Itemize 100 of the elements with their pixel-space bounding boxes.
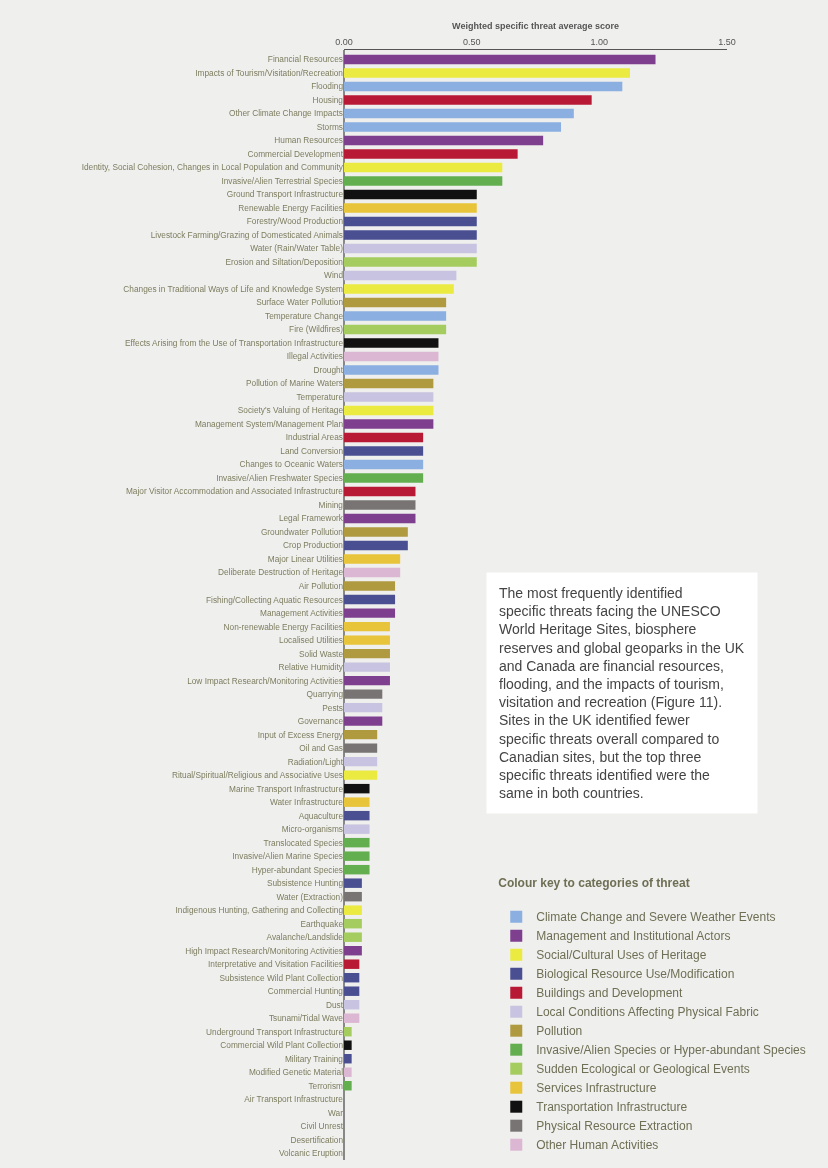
y-tick-label: Commercial Hunting: [267, 986, 344, 997]
y-tick-label: Erosion and Siltation/Deposition: [225, 256, 344, 267]
x-tick-label: 0.50: [462, 37, 481, 48]
y-tick-label: Land Conversion: [280, 445, 344, 456]
y-tick-label: Invasive/Alien Freshwater Species: [216, 472, 343, 483]
y-tick-label: Civil Unrest: [300, 1121, 344, 1132]
bar: [344, 932, 362, 942]
bar: [344, 203, 477, 213]
y-tick-label: Indigenous Hunting, Gathering and Collecting: [175, 905, 344, 916]
bar: [344, 257, 477, 267]
bar: [344, 95, 592, 105]
x-axis-title: Weighted specific threat average score: [452, 20, 619, 31]
y-tick-label: Temperature: [296, 391, 344, 402]
bar: [344, 878, 362, 888]
legend-label: Buildings and Development: [536, 986, 684, 1001]
y-tick-label: Management Activities: [259, 608, 343, 619]
y-tick-label: Water (Extraction): [276, 891, 344, 902]
bar: [344, 540, 408, 551]
y-tick-label: Water Infrastructure: [269, 797, 344, 808]
bar: [344, 716, 383, 726]
y-tick-label: Forestry/Wood Production: [246, 216, 344, 227]
y-tick-label: Avalanche/Landslide: [266, 932, 344, 943]
y-tick-label: High Impact Research/Monitoring Activities: [185, 945, 343, 956]
bar: [344, 432, 424, 443]
bar: [344, 378, 434, 389]
bar: [344, 810, 370, 821]
bar: [344, 959, 360, 969]
bar: [344, 824, 370, 834]
legend-label: Climate Change and Severe Weather Events: [536, 910, 776, 925]
bar: [344, 648, 390, 659]
y-tick-label: Quarrying: [306, 689, 344, 700]
bar: [344, 392, 434, 402]
bar: [344, 324, 447, 335]
bar: [344, 338, 439, 348]
y-tick-label: Society's Valuing of Heritage: [237, 405, 344, 416]
y-tick-label: Input of Excess Energy: [257, 729, 344, 740]
bar: [344, 243, 477, 254]
bar: [344, 621, 390, 632]
bar: [344, 945, 362, 956]
y-tick-label: Translocated Species: [263, 837, 343, 848]
bar: [344, 68, 630, 78]
y-tick-label: Groundwater Pollution: [260, 526, 344, 537]
bar: [344, 149, 518, 159]
bar: [344, 405, 434, 416]
y-tick-label: Flooding: [311, 81, 344, 92]
y-tick-label: Air Transport Infrastructure: [244, 1094, 344, 1105]
y-tick-label: Mining: [318, 499, 344, 510]
y-tick-label: Interpretative and Visitation Facilities: [208, 959, 343, 970]
x-tick-label: 1.00: [590, 37, 609, 48]
y-tick-label: Pollution of Marine Waters: [246, 378, 343, 389]
bar: [344, 770, 378, 780]
y-tick-label: Hyper-abundant Species: [251, 864, 343, 875]
bar: [344, 54, 656, 65]
y-tick-label: Pests: [322, 702, 343, 713]
y-tick-label: Renewable Energy Facilities: [238, 202, 343, 213]
y-tick-label: Deliberate Destruction of Heritage: [218, 567, 344, 578]
legend-label: Pollution: [536, 1024, 583, 1039]
y-tick-label: Temperature Change: [265, 310, 344, 321]
y-tick-label: Localised Utilities: [278, 635, 343, 646]
bar: [344, 851, 370, 861]
bar: [344, 567, 401, 578]
bar: [344, 635, 390, 645]
y-tick-label: Air Pollution: [298, 581, 344, 591]
y-tick-label: Terrorism: [308, 1080, 344, 1091]
bar: [344, 554, 401, 564]
bar: [344, 986, 360, 996]
y-tick-label: Relative Humidity: [278, 662, 344, 673]
y-tick-label: Subsistence Hunting: [266, 878, 344, 889]
x-tick-label: 0.00: [335, 37, 353, 48]
y-tick-label: Impacts of Tourism/Visitation/Recreation: [195, 67, 344, 78]
bar: [344, 446, 424, 456]
bar: [344, 662, 390, 672]
y-tick-label: Financial Resources: [267, 54, 343, 65]
bar: [344, 513, 416, 524]
bar: [344, 122, 562, 132]
y-tick-label: War: [328, 1107, 344, 1118]
bar: [344, 486, 416, 497]
bar: [344, 216, 477, 227]
y-tick-label: Other Climate Change Impacts: [229, 108, 343, 119]
bar: [344, 729, 378, 740]
bar: [344, 270, 457, 281]
y-tick-label: Major Visitor Accommodation and Associated Infrastructure: [125, 486, 344, 497]
bar: [344, 608, 396, 618]
y-tick-label: Non-renewable Energy Facilities: [223, 621, 343, 632]
bar: [344, 473, 424, 483]
legend-label: Social/Cultural Uses of Heritage: [536, 948, 707, 963]
bar: [344, 1026, 352, 1037]
bar: [344, 365, 439, 375]
bar: [344, 527, 408, 537]
bar: [344, 689, 383, 699]
bar: [344, 1067, 352, 1077]
y-tick-label: Marine Transport Infrastructure: [229, 783, 344, 794]
y-tick-label: Oil and Gas: [299, 743, 343, 754]
y-tick-label: Wind: [324, 270, 344, 281]
y-tick-label: Changes to Oceanic Waters: [239, 459, 343, 470]
bar: [344, 783, 370, 794]
bar: [344, 176, 503, 186]
y-tick-label: Invasive/Alien Marine Species: [232, 851, 343, 862]
y-tick-label: Ground Transport Infrastructure: [226, 189, 344, 200]
legend-label: Local Conditions Affecting Physical Fabric: [536, 1005, 759, 1020]
